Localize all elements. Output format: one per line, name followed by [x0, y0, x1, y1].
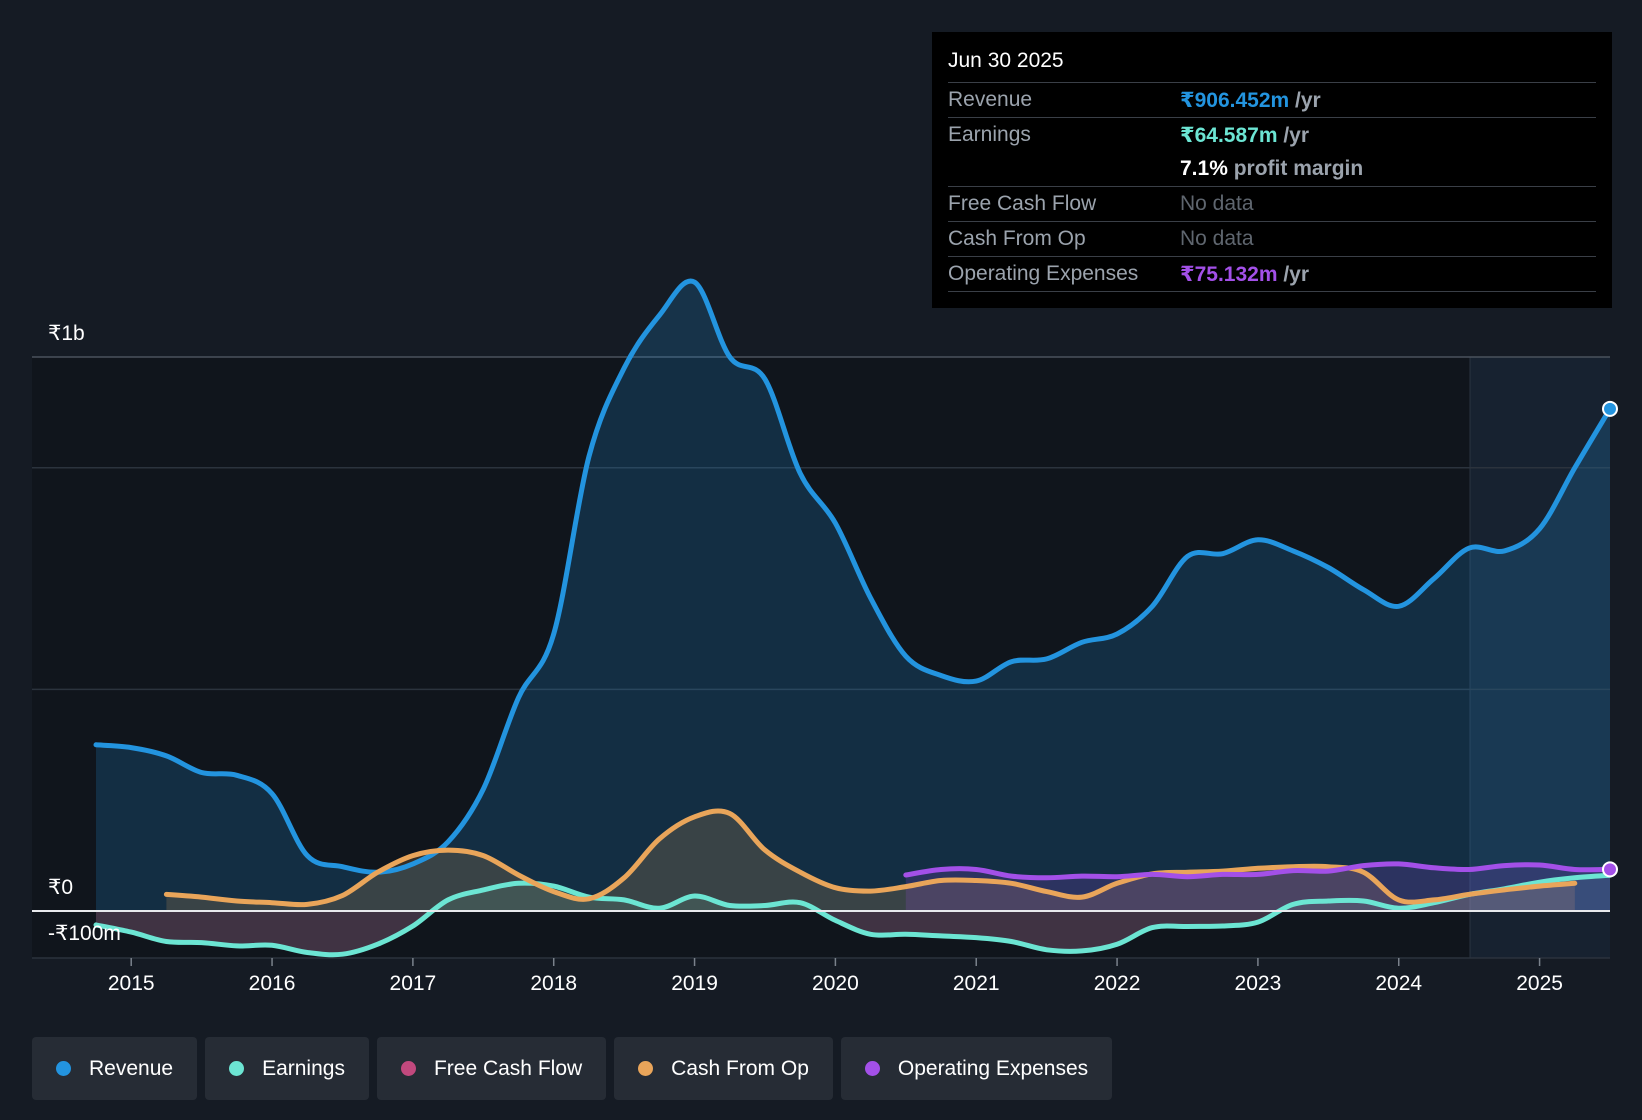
- legend-item-cash-from-op[interactable]: Cash From Op: [614, 1037, 833, 1100]
- tooltip-label-fcf: Free Cash Flow: [948, 192, 1097, 215]
- tooltip-row-opex: Operating Expenses ₹75.132m /yr: [948, 256, 1596, 292]
- legend-label-free-cash-flow: Free Cash Flow: [433, 1056, 583, 1080]
- data-tooltip: Jun 30 2025 Revenue ₹906.452m /yr Earnin…: [932, 32, 1612, 308]
- legend-label-operating-expenses: Operating Expenses: [897, 1056, 1089, 1080]
- tooltip-unit-opex: /yr: [1277, 262, 1310, 286]
- revenue-area: [96, 281, 1610, 911]
- tooltip-value-earnings-wrap: ₹64.587m /yr: [1180, 123, 1309, 148]
- tooltip-margin-value: 7.1%: [1180, 157, 1228, 180]
- operating-expenses-line: [903, 861, 1613, 881]
- revenue-end-marker: [1602, 400, 1618, 417]
- opex-end-marker: [1602, 861, 1618, 878]
- legend-label-revenue: Revenue: [89, 1056, 174, 1080]
- legend-item-free-cash-flow[interactable]: Free Cash Flow: [376, 1037, 607, 1100]
- x-tick-label: 2015: [108, 972, 155, 995]
- legend-dot-revenue: [56, 1061, 71, 1076]
- gridlines: [32, 356, 1610, 959]
- earnings-area: [96, 875, 1610, 955]
- legend-dot-earnings: [229, 1061, 245, 1076]
- tooltip-value-cfo: No data: [1180, 227, 1254, 250]
- tooltip-label-earnings: Earnings: [948, 123, 1031, 146]
- tooltip-row-cfo: Cash From Op No data: [948, 221, 1596, 256]
- legend-dot-free-cash-flow: [400, 1061, 416, 1076]
- tooltip-value-opex: ₹75.132m: [1180, 262, 1278, 286]
- tooltip-value-opex-wrap: ₹75.132m /yr: [1180, 262, 1309, 287]
- y-label-bottom: -₹100m: [48, 922, 121, 945]
- tooltip-value-revenue: ₹906.452m: [1180, 88, 1290, 112]
- tooltip-row-margin: 7.1% profit margin: [948, 152, 1596, 186]
- x-axis-ticks: 2015 2016 2017 2018 2019 2020 2021 2022 2023 2024…: [108, 958, 1563, 995]
- legend-dot-cash-from-op: [638, 1061, 654, 1076]
- x-tick-label: 2025: [1516, 972, 1563, 995]
- legend-item-operating-expenses[interactable]: Operating Expenses: [840, 1037, 1113, 1100]
- x-tick-label: 2024: [1375, 972, 1422, 995]
- x-tick-label: 2021: [953, 972, 1000, 995]
- tooltip-row-fcf: Free Cash Flow No data: [948, 186, 1596, 221]
- tooltip-label-revenue: Revenue: [948, 88, 1033, 111]
- legend-label-cash-from-op: Cash From Op: [671, 1056, 809, 1080]
- legend-label-earnings: Earnings: [262, 1056, 345, 1080]
- chart-legend: Revenue Earnings Free Cash Flow Cash Fro…: [32, 1037, 1113, 1100]
- tooltip-row-earnings: Earnings ₹64.587m /yr: [948, 117, 1596, 152]
- revenue-line: [93, 278, 1613, 875]
- past-plot-background: [32, 357, 1470, 958]
- x-tick-label: 2017: [390, 972, 437, 995]
- tooltip-value-fcf: No data: [1180, 192, 1254, 215]
- cash-from-op-area: [166, 810, 1575, 911]
- series-lines: [93, 278, 1613, 958]
- tooltip-unit-revenue: /yr: [1289, 88, 1321, 112]
- x-tick-label: 2016: [249, 972, 296, 995]
- tooltip-label-opex: Operating Expenses: [948, 262, 1139, 285]
- tooltip-value-revenue-wrap: ₹906.452m /yr: [1180, 88, 1321, 113]
- x-tick-label: 2018: [530, 972, 577, 995]
- tooltip-margin-wrap: 7.1% profit margin: [1180, 157, 1363, 181]
- tooltip-row-revenue: Revenue ₹906.452m /yr: [948, 82, 1596, 117]
- end-markers: [1602, 400, 1618, 878]
- cash-from-op-line: [163, 808, 1578, 908]
- x-tick-label: 2022: [1094, 972, 1141, 995]
- legend-item-earnings[interactable]: Earnings: [205, 1037, 369, 1100]
- x-tick-label: 2020: [812, 972, 859, 995]
- legend-dot-operating-expenses: [864, 1061, 880, 1076]
- legend-item-revenue[interactable]: Revenue: [32, 1037, 198, 1100]
- y-label-zero: ₹0: [48, 876, 73, 899]
- x-tick-label: 2023: [1235, 972, 1282, 995]
- earnings-negative-area: [96, 911, 1610, 955]
- y-label-top: ₹1b: [48, 322, 85, 345]
- tooltip-margin-text: profit margin: [1227, 157, 1364, 180]
- tooltip-label-cfo: Cash From Op: [948, 227, 1086, 250]
- x-tick-label: 2019: [671, 972, 718, 995]
- tooltip-value-earnings: ₹64.587m: [1180, 123, 1278, 147]
- tooltip-date: Jun 30 2025: [948, 49, 1064, 72]
- earnings-line: [93, 872, 1613, 958]
- forecast-region: [1470, 357, 1610, 958]
- tooltip-unit-earnings: /yr: [1277, 123, 1310, 147]
